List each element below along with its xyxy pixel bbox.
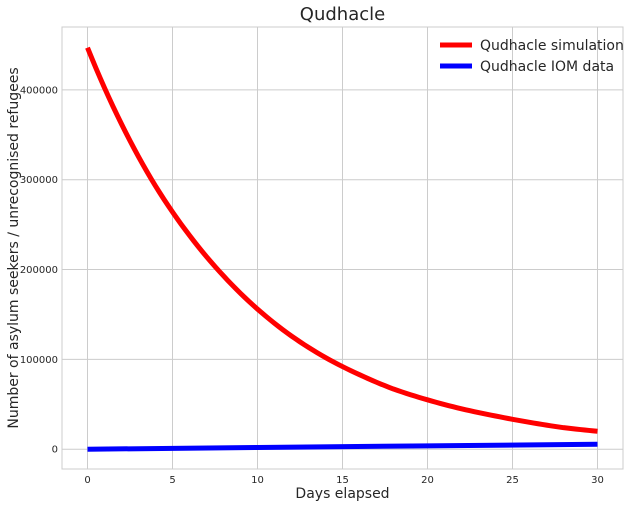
legend: Qudhacle simulation Qudhacle IOM data xyxy=(440,38,624,75)
chart-title: Qudhacle xyxy=(300,4,385,25)
series-lines xyxy=(85,46,598,452)
x-axis-ticks: 0 5 10 15 20 25 30 xyxy=(84,475,604,486)
series-line-iom-data xyxy=(87,441,598,452)
x-axis-label: Days elapsed xyxy=(295,486,389,502)
legend-label: Qudhacle IOM data xyxy=(480,59,614,75)
x-tick-label: 15 xyxy=(336,475,349,486)
x-tick-label: 0 xyxy=(84,475,90,486)
y-tick-label: 100000 xyxy=(20,355,58,366)
y-tick-label: 200000 xyxy=(20,265,58,276)
legend-label: Qudhacle simulation xyxy=(480,38,624,54)
series-line-simulation xyxy=(85,46,598,434)
y-axis-ticks: 0 100000 200000 300000 400000 xyxy=(20,85,58,455)
x-tick-label: 5 xyxy=(169,475,175,486)
x-tick-label: 20 xyxy=(421,475,434,486)
x-tick-label: 10 xyxy=(251,475,264,486)
grid xyxy=(62,27,623,469)
y-tick-label: 0 xyxy=(52,445,58,456)
y-tick-label: 300000 xyxy=(20,175,58,186)
y-tick-label: 400000 xyxy=(20,85,58,96)
x-tick-label: 25 xyxy=(506,475,519,486)
x-tick-label: 30 xyxy=(591,475,604,486)
y-axis-label: Number of asylum seekers / unrecognised … xyxy=(6,67,22,428)
